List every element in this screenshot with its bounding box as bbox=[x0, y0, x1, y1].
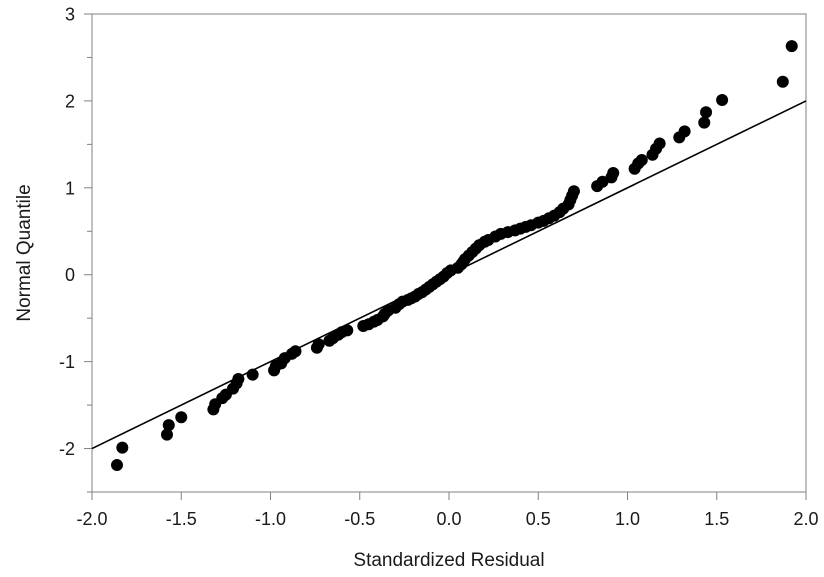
x-tick-label: -2.0 bbox=[76, 509, 107, 529]
data-point bbox=[162, 419, 175, 432]
data-point bbox=[160, 428, 173, 441]
y-axis-title: Normal Quantile bbox=[14, 184, 35, 321]
plot-frame bbox=[91, 13, 807, 493]
x-tick-label: 0.5 bbox=[526, 509, 551, 529]
x-axis-title: Standardized Residual bbox=[353, 550, 544, 571]
data-point bbox=[246, 368, 259, 381]
data-point bbox=[567, 185, 580, 198]
y-tick-label: -1 bbox=[59, 352, 75, 372]
data-point bbox=[289, 345, 302, 358]
x-tick-label: 1.0 bbox=[615, 509, 640, 529]
data-points bbox=[110, 40, 798, 472]
x-axis: -2.0 -1.5 -1.0 -0.5 0.0 0.5 1.0 1.5 2.0 bbox=[76, 492, 819, 529]
y-axis: -2 -1 0 1 2 3 bbox=[59, 5, 92, 493]
y-tick-label: 1 bbox=[65, 178, 75, 198]
x-tick-label: -1.5 bbox=[166, 509, 197, 529]
data-point bbox=[635, 154, 648, 167]
data-point bbox=[716, 94, 729, 107]
data-point bbox=[232, 373, 245, 386]
data-point bbox=[700, 106, 713, 119]
x-tick-label: -1.0 bbox=[255, 509, 286, 529]
data-point bbox=[116, 441, 129, 454]
data-point bbox=[776, 75, 789, 88]
data-point bbox=[653, 137, 666, 150]
x-tick-label: 0.0 bbox=[436, 509, 461, 529]
y-tick-label: 0 bbox=[65, 265, 75, 285]
data-point bbox=[175, 411, 188, 424]
x-tick-label: -0.5 bbox=[344, 509, 375, 529]
data-point bbox=[678, 125, 691, 138]
data-point bbox=[698, 116, 711, 129]
data-point bbox=[607, 167, 620, 180]
y-tick-label: 2 bbox=[65, 91, 75, 111]
data-point bbox=[312, 338, 325, 351]
x-tick-label: 1.5 bbox=[704, 509, 729, 529]
y-tick-label: -2 bbox=[59, 439, 75, 459]
x-tick-label: 2.0 bbox=[793, 509, 818, 529]
data-point bbox=[785, 40, 798, 53]
data-point bbox=[341, 324, 354, 337]
data-point bbox=[110, 459, 123, 472]
y-tick-label: 3 bbox=[65, 5, 75, 25]
data-point bbox=[596, 175, 609, 188]
